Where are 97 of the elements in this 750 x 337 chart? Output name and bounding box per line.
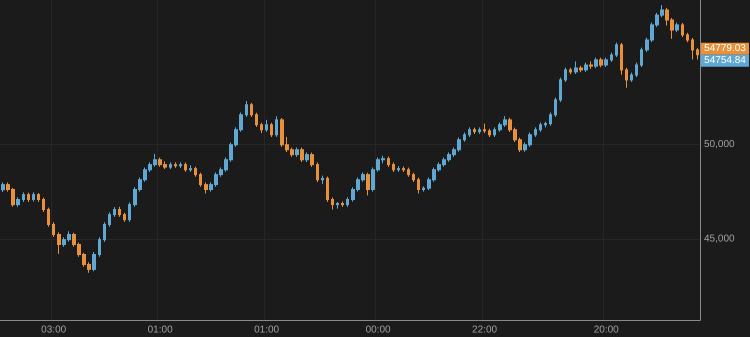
candlestick <box>346 196 349 208</box>
candlestick <box>275 116 278 138</box>
candlestick <box>47 207 50 228</box>
candlestick <box>589 60 593 70</box>
candlestick <box>184 162 187 172</box>
candlestick <box>128 202 131 222</box>
candlestick <box>488 128 491 138</box>
candlestick <box>407 167 410 178</box>
candlestick <box>468 126 471 138</box>
text: 54754.84 <box>704 55 746 66</box>
candlestick <box>686 32 689 43</box>
candlestick <box>98 236 101 258</box>
candlestick <box>32 192 35 202</box>
candlestick <box>630 72 633 82</box>
candlestick <box>539 122 542 132</box>
candlestick <box>574 60 578 75</box>
candlestick <box>635 62 638 78</box>
candlestick <box>300 147 304 162</box>
candlestick <box>22 192 25 202</box>
candlestick <box>569 67 572 75</box>
candlestick <box>108 212 111 228</box>
candlestick <box>559 77 562 102</box>
x-tick-label: 01:00 <box>148 324 174 336</box>
candlestick <box>610 52 613 62</box>
candlestick <box>295 146 299 158</box>
candlestick <box>387 156 390 168</box>
x-tick-label: 22:00 <box>472 324 498 336</box>
candlestick <box>16 196 20 208</box>
candlestick <box>204 182 208 194</box>
candlestick <box>397 166 400 172</box>
candlestick <box>594 57 598 69</box>
candlestick <box>174 162 177 168</box>
candlestick <box>52 222 55 238</box>
candlestick <box>169 162 172 170</box>
candlestick <box>625 67 628 88</box>
x-tick-label: 01:00 <box>254 324 280 336</box>
candlestick <box>113 206 116 218</box>
candlestick <box>194 166 197 178</box>
candlestick <box>422 186 425 192</box>
candlestick <box>57 232 61 254</box>
candlestick <box>37 192 40 202</box>
candlestick <box>640 47 643 68</box>
candlestick <box>681 22 684 38</box>
candlestick <box>260 122 263 134</box>
candlestick <box>310 152 314 168</box>
candlestick <box>27 192 30 203</box>
candlestick <box>599 57 603 68</box>
candlestick <box>579 65 583 73</box>
candlestick <box>341 200 344 208</box>
candlestick <box>564 67 567 82</box>
candlestick <box>604 57 608 68</box>
candlestick <box>250 102 253 118</box>
candlestick <box>554 97 557 118</box>
candlestick <box>331 196 334 210</box>
candlestick <box>417 177 420 194</box>
x-tick-label: 20:00 <box>594 324 620 336</box>
candlestick <box>321 175 324 185</box>
candlestick <box>316 162 319 182</box>
x-tick-label: 00:00 <box>366 324 392 336</box>
candlestick <box>584 62 588 72</box>
candlestick <box>620 42 623 76</box>
text: 54779.03 <box>704 43 746 54</box>
candlestick <box>691 37 694 60</box>
candlestick <box>199 172 202 188</box>
candlestick <box>42 197 45 213</box>
candlestick <box>118 206 121 218</box>
candlestick <box>493 126 496 138</box>
candlestick <box>123 212 126 222</box>
candlestick <box>366 172 370 196</box>
candlestick <box>189 164 192 172</box>
candlestick <box>544 121 547 128</box>
candlestick <box>305 152 309 162</box>
candlestick <box>483 123 486 134</box>
candlestick <box>265 119 268 132</box>
candlestick <box>402 166 405 172</box>
candlestick <box>336 202 339 210</box>
candlestick <box>549 112 552 126</box>
candlestick <box>696 48 699 60</box>
candlestick <box>1 182 5 192</box>
candlestick <box>179 162 182 169</box>
candlestick <box>392 162 395 172</box>
y-tick-label: 45,000 <box>704 233 736 244</box>
candlestick <box>534 126 537 138</box>
candlestick <box>245 100 248 118</box>
candlestick <box>478 126 481 134</box>
candlestick <box>103 222 106 242</box>
y-tick-label: 50,000 <box>704 138 736 150</box>
candlestick <box>92 252 96 272</box>
candlestick <box>473 127 476 135</box>
candlestick <box>675 22 679 33</box>
candlestick <box>412 172 415 182</box>
candlestick <box>463 132 466 142</box>
candlestick <box>255 112 258 128</box>
candlestick <box>270 122 273 138</box>
x-tick-label: 03:00 <box>41 324 67 336</box>
candlestick <box>615 42 618 58</box>
candlestick <box>326 176 329 202</box>
